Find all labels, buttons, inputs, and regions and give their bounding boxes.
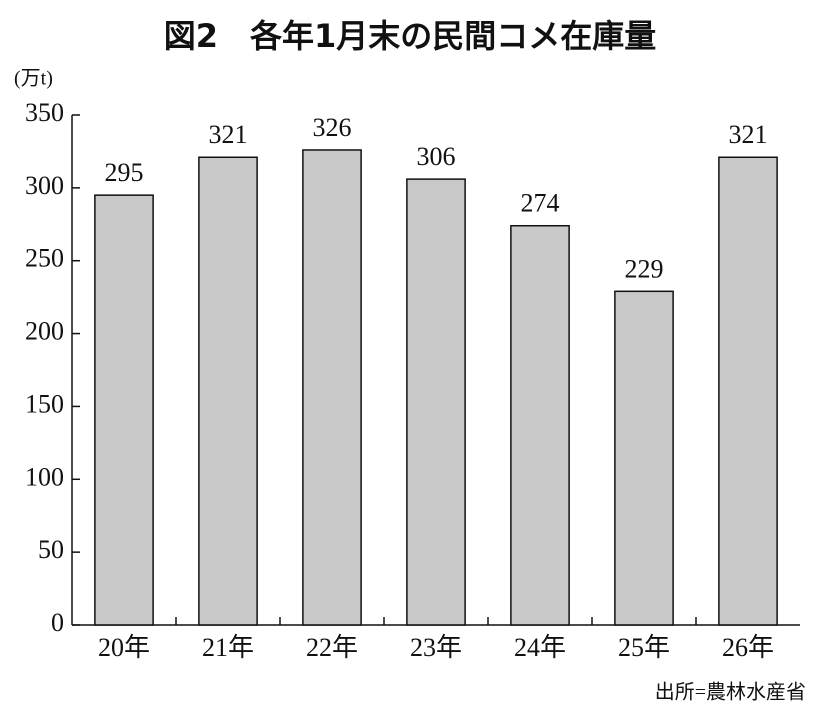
y-tick-label: 250 [25,244,64,273]
x-tick-label: 24年 [514,633,566,662]
source-note: 出所=農林水産省 [655,681,806,704]
data-label: 306 [417,142,456,171]
y-tick-label: 0 [51,608,64,637]
x-tick-label: 23年 [410,633,462,662]
bar [510,224,570,626]
y-tick-label: 150 [25,389,64,418]
bar [718,156,778,626]
data-label: 229 [625,254,664,283]
data-label: 295 [105,158,144,187]
y-tick-label: 50 [38,535,64,564]
bar [198,156,258,626]
bar [302,149,362,626]
x-tick-label: 22年 [306,633,358,662]
x-tick-label: 25年 [618,633,670,662]
y-tick-label: 350 [25,98,64,127]
data-label: 274 [521,189,560,218]
chart-title: 図2 各年1月末の民間コメ在庫量 [164,17,657,55]
y-axis-unit: (万t) [14,68,53,90]
x-tick-label: 20年 [98,633,150,662]
x-tick-label: 26年 [722,633,774,662]
bar [94,194,154,626]
bar [406,178,466,626]
data-label: 321 [729,120,768,149]
y-tick-label: 300 [25,171,64,200]
data-label: 326 [313,113,352,142]
y-tick-label: 200 [25,317,64,346]
y-tick-label: 100 [25,462,64,491]
bar [614,290,674,626]
data-label: 321 [209,120,248,149]
x-tick-label: 21年 [202,633,254,662]
